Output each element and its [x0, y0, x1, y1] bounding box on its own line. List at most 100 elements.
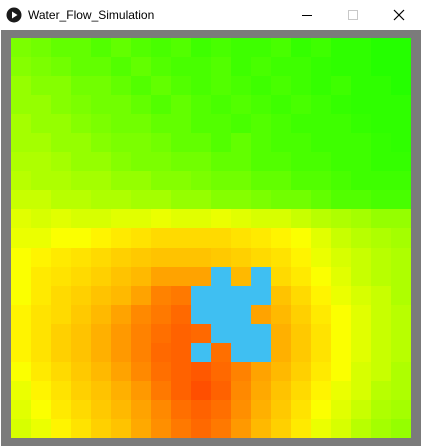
terrain-cell — [91, 190, 111, 209]
terrain-cell — [391, 152, 411, 171]
terrain-cell — [11, 343, 31, 362]
terrain-cell — [211, 419, 231, 438]
terrain-cell — [151, 362, 171, 381]
terrain-cell — [391, 305, 411, 324]
terrain-cell — [151, 419, 171, 438]
terrain-cell — [231, 133, 251, 152]
water-cell — [211, 267, 231, 286]
terrain-cell — [111, 228, 131, 248]
simulation-frame — [1, 30, 421, 446]
terrain-cell — [191, 400, 211, 419]
terrain-cell — [131, 57, 151, 76]
terrain-cell — [391, 381, 411, 400]
water-cell — [211, 324, 231, 343]
terrain-cell — [211, 114, 231, 133]
terrain-cell — [91, 38, 111, 57]
terrain-cell — [151, 381, 171, 400]
terrain-cell — [51, 362, 71, 381]
terrain-cell — [31, 267, 51, 286]
terrain-cell — [171, 324, 191, 343]
terrain-cell — [31, 209, 51, 228]
terrain-cell — [371, 362, 391, 381]
water-cell — [191, 305, 211, 324]
terrain-cell — [71, 38, 91, 57]
terrain-cell — [51, 38, 71, 57]
terrain-cell — [171, 133, 191, 152]
terrain-cell — [71, 343, 91, 362]
terrain-cell — [331, 248, 351, 267]
terrain-cell — [331, 267, 351, 286]
terrain-cell — [311, 286, 331, 305]
terrain-cell — [311, 38, 331, 57]
terrain-cell — [251, 248, 271, 267]
terrain-cell — [391, 209, 411, 228]
terrain-cell — [31, 305, 51, 324]
terrain-cell — [31, 362, 51, 381]
water-cell — [231, 286, 251, 305]
terrain-cell — [271, 152, 291, 171]
minimize-button[interactable] — [284, 0, 330, 30]
terrain-cell — [391, 114, 411, 133]
terrain-cell — [271, 38, 291, 57]
close-button[interactable] — [376, 0, 422, 30]
terrain-cell — [391, 267, 411, 286]
terrain-cell — [51, 381, 71, 400]
title-bar[interactable]: Water_Flow_Simulation — [0, 0, 422, 30]
terrain-cell — [51, 343, 71, 362]
terrain-cell — [391, 171, 411, 190]
terrain-cell — [191, 324, 211, 343]
terrain-cell — [371, 305, 391, 324]
terrain-cell — [11, 362, 31, 381]
terrain-cell — [251, 400, 271, 419]
terrain-cell — [91, 305, 111, 324]
terrain-cell — [171, 171, 191, 190]
terrain-cell — [331, 209, 351, 228]
terrain-cell — [111, 362, 131, 381]
terrain-cell — [311, 305, 331, 324]
terrain-cell — [191, 209, 211, 228]
terrain-cell — [71, 248, 91, 267]
terrain-cell — [371, 248, 391, 267]
terrain-cell — [91, 171, 111, 190]
terrain-cell — [91, 267, 111, 286]
terrain-cell — [291, 190, 311, 209]
terrain-cell — [91, 324, 111, 343]
terrain-cell — [311, 190, 331, 209]
terrain-cell — [391, 76, 411, 95]
terrain-cell — [311, 381, 331, 400]
terrain-cell — [191, 419, 211, 438]
terrain-cell — [311, 133, 331, 152]
terrain-cell — [171, 209, 191, 228]
terrain-cell — [291, 114, 311, 133]
terrain-cell — [331, 362, 351, 381]
terrain-cell — [291, 286, 311, 305]
terrain-cell — [131, 248, 151, 267]
maximize-button[interactable] — [330, 0, 376, 30]
terrain-cell — [231, 209, 251, 228]
terrain-cell — [131, 76, 151, 95]
terrain-cell — [11, 324, 31, 343]
terrain-cell — [11, 381, 31, 400]
terrain-cell — [211, 95, 231, 114]
water-cell — [191, 343, 211, 362]
terrain-cell — [311, 228, 331, 248]
terrain-cell — [371, 190, 391, 209]
terrain-cell — [71, 190, 91, 209]
terrain-cell — [91, 152, 111, 171]
terrain-cell — [11, 171, 31, 190]
terrain-cell — [151, 248, 171, 267]
terrain-cell — [151, 228, 171, 248]
terrain-cell — [351, 114, 371, 133]
terrain-cell — [11, 400, 31, 419]
simulation-grid[interactable] — [11, 38, 411, 438]
water-cell — [211, 286, 231, 305]
terrain-cell — [91, 419, 111, 438]
terrain-cell — [71, 305, 91, 324]
terrain-cell — [31, 343, 51, 362]
terrain-cell — [51, 286, 71, 305]
terrain-cell — [91, 114, 111, 133]
terrain-cell — [271, 209, 291, 228]
terrain-cell — [11, 286, 31, 305]
terrain-cell — [151, 133, 171, 152]
terrain-cell — [311, 324, 331, 343]
